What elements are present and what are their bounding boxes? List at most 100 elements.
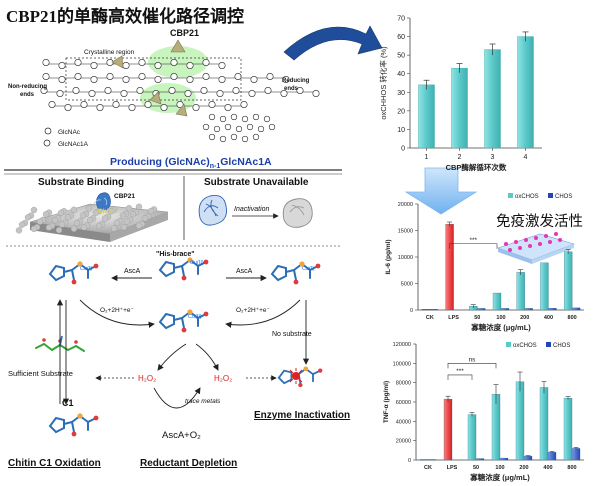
inactivation-panel: Inactivation bbox=[198, 195, 313, 228]
legend-swatch bbox=[548, 193, 553, 198]
glcnac-unit bbox=[248, 90, 256, 98]
significance-bracket bbox=[447, 374, 473, 380]
y-axis-title: TNF-α (pg/ml) bbox=[383, 381, 390, 423]
cell-dot bbox=[504, 242, 508, 246]
trace-metals-label: trace metals bbox=[185, 398, 221, 405]
legend-label: oxCHOS bbox=[513, 343, 537, 349]
legend-label: CHOS bbox=[553, 343, 570, 349]
bar bbox=[451, 67, 468, 149]
y-tick-label: 5000 bbox=[401, 282, 413, 288]
asca-right-label: AscA bbox=[236, 268, 253, 275]
bar bbox=[419, 459, 429, 461]
glcnac-unit bbox=[224, 123, 232, 131]
glcnac-unit bbox=[186, 61, 194, 69]
glcnac-unit bbox=[208, 101, 216, 109]
glcnac-unit bbox=[234, 73, 242, 81]
glcnac-unit bbox=[200, 87, 208, 95]
glcnac-unit bbox=[74, 58, 82, 66]
glcnac-unit bbox=[56, 90, 64, 98]
il6-chart: 0 5000 10000 15000 20000 CK LPS 50 100 200 400 800 I… bbox=[385, 193, 584, 332]
his-brace-cu-i-right bbox=[270, 261, 321, 285]
bar bbox=[563, 397, 573, 461]
glcnac-unit bbox=[241, 115, 249, 123]
cell-dot bbox=[524, 238, 528, 242]
glcnac-unit bbox=[88, 90, 96, 98]
glcnac-unit bbox=[42, 73, 50, 81]
bar bbox=[467, 414, 477, 461]
product-chains bbox=[202, 113, 276, 143]
glcnac-unit bbox=[42, 58, 50, 66]
glcnac-unit bbox=[312, 90, 320, 98]
x-tick-label: 200 bbox=[520, 315, 529, 321]
glcnac-unit bbox=[250, 76, 258, 84]
glcnac-unit bbox=[58, 76, 66, 84]
bar bbox=[475, 458, 485, 461]
glcnac-unit bbox=[104, 87, 112, 95]
sufficient-substrate-label: Sufficient Substrate bbox=[8, 369, 73, 378]
glcnac-unit bbox=[40, 87, 48, 95]
y-tick-label: 20000 bbox=[398, 202, 413, 208]
glcnac-unit bbox=[202, 73, 210, 81]
x-tick-label: 100 bbox=[496, 315, 505, 321]
glcnac1a-legend-label: GlcNAc1A bbox=[58, 141, 89, 148]
y-axis-title: IL-6 (pg/ml) bbox=[385, 239, 392, 274]
bar bbox=[571, 307, 581, 311]
glcnac-unit bbox=[219, 115, 227, 123]
legend-label: oxCHOS bbox=[515, 194, 539, 200]
bar bbox=[517, 36, 534, 149]
significance-bracket bbox=[447, 363, 497, 369]
reaction-arrow bbox=[157, 343, 187, 371]
damage-icon bbox=[292, 372, 300, 380]
x-axis-title: 寡糖浓度 (μg/mL) bbox=[469, 472, 530, 482]
glcnac-unit bbox=[246, 123, 254, 131]
glcnac-unit bbox=[120, 90, 128, 98]
o2-right-label: O₂+2H⁺+e⁻ bbox=[236, 307, 270, 314]
glcnac1a-legend-icon bbox=[43, 139, 51, 147]
h2o2-left-label: H₂O₂ bbox=[138, 374, 156, 383]
chitin-label: Chitin bbox=[98, 208, 116, 215]
reaction-arrow bbox=[153, 387, 201, 409]
glcnac-unit bbox=[240, 101, 248, 109]
cell-dot bbox=[518, 246, 522, 250]
cell-dot bbox=[528, 244, 532, 248]
glcnac-unit bbox=[176, 101, 184, 109]
glcnac-legend-label: GlcNAc bbox=[58, 129, 81, 136]
glcnac-unit bbox=[252, 133, 260, 141]
no-substrate-label: No substrate bbox=[272, 331, 312, 338]
y-tick-label: 120000 bbox=[393, 342, 411, 348]
substrate-unavailable-title: Substrate Unavailable bbox=[204, 177, 309, 188]
glcnac-unit bbox=[235, 125, 243, 133]
glcnac-unit bbox=[232, 87, 240, 95]
glcnac-unit bbox=[257, 125, 265, 133]
x-tick-label: CK bbox=[426, 315, 434, 321]
x-tick-label: 100 bbox=[495, 465, 504, 471]
x-axis-title: 寡糖浓度 (μg/mL) bbox=[470, 322, 531, 332]
glcnac-unit bbox=[170, 58, 178, 66]
cbp21-protein-icon bbox=[96, 192, 111, 211]
y-tick-label: 20 bbox=[397, 108, 405, 115]
chitin-chains bbox=[40, 58, 320, 112]
glcnac-unit bbox=[138, 73, 146, 81]
glcnac-unit bbox=[106, 73, 114, 81]
asca-o2-label: AscA+O₂ bbox=[162, 430, 201, 441]
bar bbox=[515, 381, 525, 461]
x-tick-label: 200 bbox=[519, 465, 528, 471]
sufficient-substrate-molecule bbox=[35, 335, 85, 352]
glcnac-unit bbox=[218, 61, 226, 69]
inactivation-label: Inactivation bbox=[234, 206, 270, 213]
enzyme-triangle bbox=[149, 91, 162, 105]
y-tick-label: 50 bbox=[397, 53, 405, 60]
bar bbox=[523, 455, 533, 461]
significance-label: *** bbox=[469, 237, 477, 244]
legend-swatch bbox=[546, 342, 551, 347]
cell-dot bbox=[544, 234, 548, 238]
y-tick-label: 80000 bbox=[396, 381, 411, 387]
glcnac-unit bbox=[218, 76, 226, 84]
glcnac-unit bbox=[263, 115, 271, 123]
o2-left-label: O₂+2H⁺+e⁻ bbox=[100, 307, 134, 314]
x-tick-label: 4 bbox=[524, 154, 528, 161]
glcnac-unit bbox=[296, 87, 304, 95]
bar bbox=[429, 309, 439, 311]
y-tick-label: 0 bbox=[410, 308, 413, 314]
